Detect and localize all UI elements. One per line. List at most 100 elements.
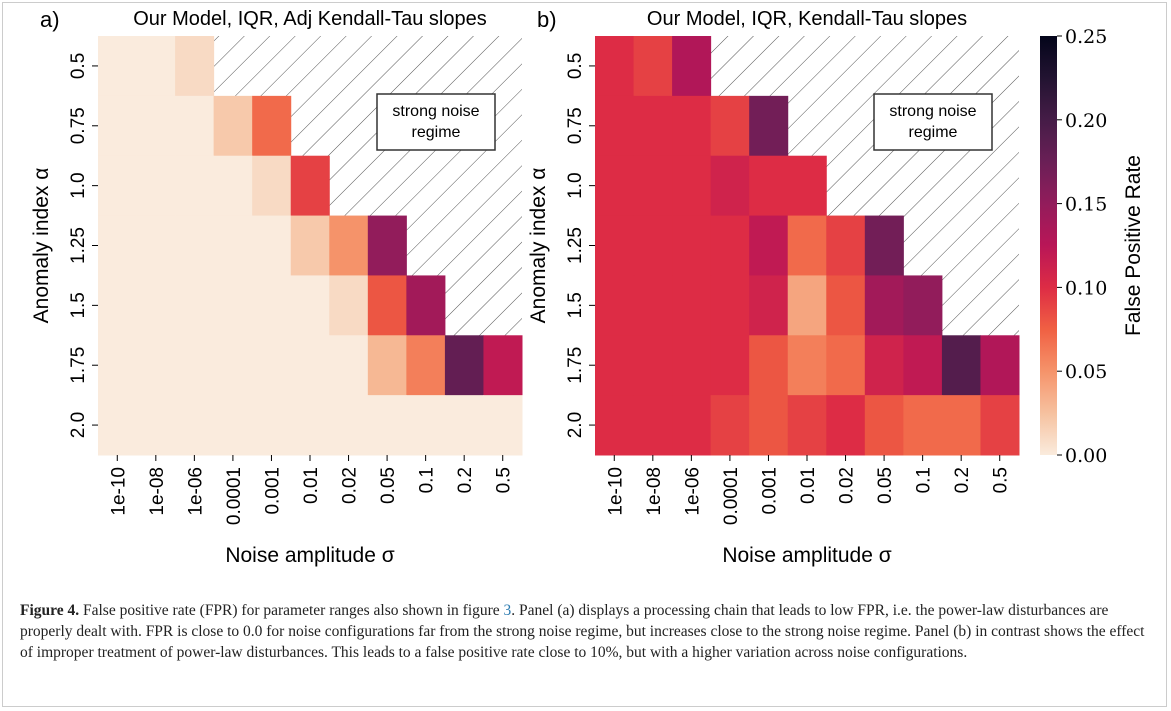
heatmap-cell xyxy=(787,215,827,276)
y-tick-label: 2.0 xyxy=(565,412,586,438)
y-tick-label: 1.25 xyxy=(565,227,586,264)
heatmap-cell xyxy=(329,215,369,276)
y-tick-label: 1.0 xyxy=(565,172,586,198)
heatmap-cell xyxy=(787,335,827,396)
figure: Our Model, IQR, Adj Kendall-Tau slopes a)… xyxy=(30,7,1145,567)
heatmap-cell xyxy=(980,395,1020,456)
y-tick-label: 1.0 xyxy=(68,172,89,198)
x-tick-label: 0.0001 xyxy=(721,467,742,525)
heatmap-cell xyxy=(290,155,330,217)
heatmap-cell xyxy=(864,275,904,336)
heatmap-cell xyxy=(749,215,789,276)
x-tick-label: 0.05 xyxy=(875,467,896,504)
heatmap-cell xyxy=(136,36,176,97)
heatmap-cell xyxy=(980,335,1020,396)
heatmap-cell xyxy=(710,395,750,456)
heatmap-cell xyxy=(633,155,673,217)
heatmap-cell xyxy=(749,395,789,456)
heatmap-cell xyxy=(633,335,673,396)
x-tick-label: 0.001 xyxy=(759,467,780,515)
y-tick-label: 1.5 xyxy=(68,292,89,318)
colorbar-tick-label: 0.20 xyxy=(1065,110,1107,132)
heatmap-cell xyxy=(595,155,635,217)
heatmap-cell xyxy=(175,95,215,157)
heatmap-cell xyxy=(672,275,712,336)
x-tick-label: 0.2 xyxy=(455,467,476,493)
heatmap-cell xyxy=(213,95,253,157)
heatmap-cell xyxy=(595,215,635,276)
heatmap-cell xyxy=(136,335,176,396)
y-tick-label: 1.5 xyxy=(565,292,586,318)
heatmap-cell xyxy=(213,275,253,336)
heatmap-cell xyxy=(633,275,673,336)
x-tick-label: 0.5 xyxy=(991,467,1012,493)
colorbar xyxy=(1040,36,1057,455)
figure-ref[interactable]: 3 xyxy=(503,602,512,619)
heatmap-cell xyxy=(787,395,827,456)
y-tick-label: 2.0 xyxy=(68,412,89,438)
panel-label: b) xyxy=(537,7,557,32)
y-tick-label: 0.5 xyxy=(565,53,586,79)
caption: Figure 4. False positive rate (FPR) for … xyxy=(20,600,1155,663)
annotation-box xyxy=(376,93,496,151)
caption-label: Figure 4. xyxy=(20,602,80,619)
heatmap-cell xyxy=(864,395,904,456)
x-tick-label: 0.01 xyxy=(798,467,819,504)
heatmap-cell xyxy=(826,275,866,336)
heatmap-cell xyxy=(252,155,292,217)
heatmap-cell xyxy=(406,335,446,396)
x-tick-label: 1e-06 xyxy=(185,467,206,516)
heatmap-cell xyxy=(136,395,176,456)
heatmap-cell xyxy=(941,395,981,456)
colorbar-tick-label: 0.25 xyxy=(1065,26,1107,48)
heatmap-cell xyxy=(136,95,176,157)
heatmap-cell xyxy=(903,335,943,396)
heatmap-cell xyxy=(749,335,789,396)
x-tick-label: 0.1 xyxy=(417,467,438,493)
heatmap-cell xyxy=(710,275,750,336)
heatmap-cell xyxy=(175,335,215,396)
heatmap-cell xyxy=(787,275,827,336)
heatmap-cell xyxy=(710,335,750,396)
heatmap-cell xyxy=(367,275,407,336)
colorbar-tick-label: 0.10 xyxy=(1065,277,1107,299)
annotation: regime xyxy=(412,124,461,141)
x-tick-label: 0.1 xyxy=(914,467,935,493)
colorbar-tick-label: 0.00 xyxy=(1065,445,1107,467)
y-tick-label: 0.75 xyxy=(68,107,89,144)
annotation-box xyxy=(873,93,993,151)
x-tick-label: 1e-08 xyxy=(644,467,665,516)
heatmap-cell xyxy=(329,395,369,456)
heatmap-cell xyxy=(826,335,866,396)
colorbar-tick-label: 0.05 xyxy=(1065,361,1107,383)
heatmap-cell xyxy=(329,275,369,336)
heatmap-cell xyxy=(98,335,138,396)
y-tick-label: 1.75 xyxy=(565,347,586,384)
heatmap-cell xyxy=(710,155,750,217)
chart-title: Our Model, IQR, Adj Kendall-Tau slopes xyxy=(133,8,487,30)
heatmap-cell xyxy=(367,335,407,396)
heatmap-cell xyxy=(98,215,138,276)
heatmap-cell xyxy=(710,215,750,276)
heatmap-cell xyxy=(941,335,981,396)
heatmap-cell xyxy=(136,215,176,276)
heatmap-cell xyxy=(633,395,673,456)
heatmap-cell xyxy=(595,335,635,396)
heatmap-cell xyxy=(98,155,138,217)
x-axis-label: Noise amplitude σ xyxy=(225,544,394,567)
heatmap-cell xyxy=(329,335,369,396)
caption-text: . Panel (a) displays a processing chain … xyxy=(20,602,1145,661)
y-tick-label: 0.75 xyxy=(565,107,586,144)
x-tick-label: 1e-10 xyxy=(605,467,626,516)
heatmap-cell xyxy=(595,95,635,157)
heatmap-cell xyxy=(175,395,215,456)
heatmap-cell xyxy=(595,36,635,97)
heatmap-cell xyxy=(98,36,138,97)
colorbar-label: False Positive Rate xyxy=(1122,155,1145,336)
heatmap-cell xyxy=(483,335,523,396)
heatmap-cell xyxy=(252,95,292,157)
heatmap-cell xyxy=(98,95,138,157)
heatmap-cell xyxy=(749,275,789,336)
x-tick-label: 0.05 xyxy=(378,467,399,504)
